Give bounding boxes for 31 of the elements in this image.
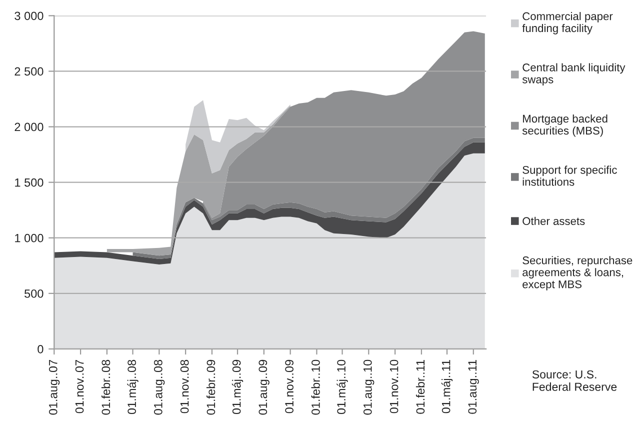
y-tick-label: 0 [38, 344, 44, 354]
y-tick-label: 2 500 [14, 67, 44, 76]
x-tick-label: 01.máj..11 [441, 360, 453, 414]
source-note: Source: U.S. Federal Reserve [532, 370, 617, 391]
x-tick-label: 01.febr..08 [101, 360, 110, 415]
x-tick-label: 01.aug..10 [363, 360, 374, 415]
legend-label: Other assets [522, 216, 585, 226]
legend-label: Central bank liquidity swaps [522, 63, 626, 86]
x-tick-label: 01.febr..10 [311, 360, 320, 415]
legend-label: Mortgage backed securities (MBS) [522, 114, 608, 137]
x-tick-label: 01.nov..10 [390, 360, 398, 414]
legend-label: Securities, repurchase agreements & loans, except MBS [522, 256, 632, 290]
x-tick-label: 01.aug..09 [258, 360, 270, 415]
x-tick-label: 01.nov..08 [180, 360, 189, 414]
x-tick-label: 01.máj..09 [232, 360, 244, 414]
y-tick-label: 1 000 [15, 234, 44, 242]
x-tick-label: 01.febr..11 [416, 360, 425, 414]
x-tick-label: 01.nov..07 [75, 360, 84, 414]
x-tick-label: 01.máj..10 [336, 360, 348, 414]
x-tick-label: 01.aug..11 [468, 360, 479, 414]
y-tick-label: 2 000 [14, 122, 44, 132]
y-tick-label: 1 500 [15, 178, 44, 187]
y-tick-label: 3 000 [14, 12, 44, 20]
x-tick-label: 01.aug..07 [48, 360, 60, 415]
legend-label: Support for specific institutions [522, 166, 617, 186]
y-tick-label: 500 [24, 289, 44, 298]
legend-label: Commercial paper funding facility [522, 12, 613, 34]
x-tick-label: 01.aug..08 [154, 360, 165, 415]
x-tick-label: 01.máj..08 [127, 360, 138, 414]
x-tick-label: 01.febr..09 [206, 360, 216, 415]
x-tick-label: 01.nov..09 [285, 360, 294, 414]
